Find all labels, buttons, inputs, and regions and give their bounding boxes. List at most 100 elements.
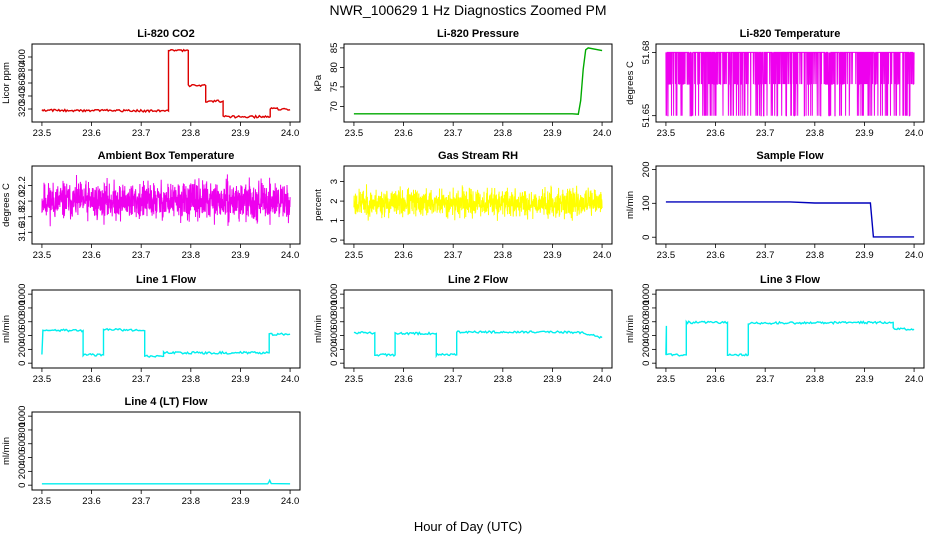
x-tick-label: 23.6 xyxy=(82,128,101,139)
y-axis-label: ml/min xyxy=(1,315,12,343)
data-series-line xyxy=(665,201,915,238)
y-tick-label: 600 xyxy=(329,314,340,330)
x-tick-label: 23.7 xyxy=(132,128,151,139)
x-tick-label: 23.9 xyxy=(231,496,250,507)
y-tick-label: 1 xyxy=(329,218,340,223)
x-tick-label: 23.6 xyxy=(82,374,101,385)
y-tick-label: 600 xyxy=(17,314,28,330)
y-tick-label: 1000 xyxy=(17,406,28,427)
x-tick-label: 23.5 xyxy=(657,374,676,385)
plot-frame xyxy=(655,43,925,123)
y-tick-label: 1000 xyxy=(17,284,28,305)
x-tick-label: 23.6 xyxy=(706,250,725,261)
y-tick-label: 85 xyxy=(329,43,340,54)
panel-title: Gas Stream RH xyxy=(438,150,518,162)
x-tick-label: 23.7 xyxy=(756,128,775,139)
x-tick-label: 23.6 xyxy=(82,250,101,261)
x-tick-label: 23.8 xyxy=(494,374,513,385)
y-tick-label: 200 xyxy=(641,161,652,177)
x-tick-label: 23.8 xyxy=(182,496,201,507)
chart-panel: Gas Stream RH percent 23.5 23.6 23.7 23.8 23.9… xyxy=(313,150,613,261)
x-tick-label: 23.9 xyxy=(543,250,562,261)
data-series-line xyxy=(353,330,603,359)
x-tick-label: 24.0 xyxy=(281,250,300,261)
y-tick-label: 0 xyxy=(329,237,340,242)
x-tick-label: 24.0 xyxy=(281,374,300,385)
x-tick-label: 24.0 xyxy=(281,128,300,139)
y-tick-label: 400 xyxy=(641,328,652,344)
x-tick-label: 23.7 xyxy=(444,128,463,139)
x-tick-label: 23.9 xyxy=(231,128,250,139)
x-tick-label: 24.0 xyxy=(905,374,924,385)
panel-title: Li-820 Temperature xyxy=(740,28,841,40)
x-tick-label: 23.5 xyxy=(657,250,676,261)
x-tick-label: 23.5 xyxy=(33,128,52,139)
x-tick-label: 23.8 xyxy=(806,250,825,261)
x-tick-label: 23.9 xyxy=(231,250,250,261)
x-tick-label: 23.5 xyxy=(33,496,52,507)
y-tick-label: 75 xyxy=(329,82,340,93)
chart-panel: Li-820 Pressure kPa 23.5 23.6 23.7 23.8 23.9 24… xyxy=(313,28,613,139)
y-axis-label: ml/min xyxy=(625,191,636,219)
y-tick-label: 1000 xyxy=(329,284,340,305)
y-axis-label: kPa xyxy=(313,74,324,91)
data-series-line xyxy=(353,184,603,221)
x-tick-label: 23.6 xyxy=(394,374,413,385)
x-tick-label: 23.9 xyxy=(543,374,562,385)
x-tick-label: 24.0 xyxy=(281,496,300,507)
chart-panel: Line 1 Flow ml/min 23.5 23.6 23.7 23.8 23.9 24.… xyxy=(1,274,301,385)
y-tick-label: 32.2 xyxy=(17,176,28,195)
plot-frame xyxy=(655,165,925,245)
x-tick-label: 23.6 xyxy=(394,128,413,139)
main-title: NWR_100629 1 Hz Diagnostics Zoomed PM xyxy=(329,2,606,18)
panel-title: Ambient Box Temperature xyxy=(98,150,235,162)
x-tick-label: 23.9 xyxy=(855,250,874,261)
y-tick-label: 800 xyxy=(329,300,340,316)
x-tick-label: 23.8 xyxy=(806,128,825,139)
y-axis-label: ml/min xyxy=(625,315,636,343)
x-tick-label: 23.7 xyxy=(132,374,151,385)
y-tick-label: 600 xyxy=(17,436,28,452)
x-tick-label: 24.0 xyxy=(593,128,612,139)
x-tick-label: 24.0 xyxy=(905,128,924,139)
y-tick-label: 340 xyxy=(17,88,28,104)
y-axis-label: degrees C xyxy=(1,183,12,227)
x-tick-label: 23.5 xyxy=(345,250,364,261)
panel-title: Line 3 Flow xyxy=(760,274,820,286)
x-tick-label: 23.8 xyxy=(494,128,513,139)
y-tick-label: 70 xyxy=(329,101,340,112)
x-tick-label: 23.8 xyxy=(182,374,201,385)
y-axis-label: ml/min xyxy=(313,315,324,343)
plot-frame xyxy=(655,289,925,369)
chart-panel: Li-820 CO2 Licor ppm 23.5 23.6 23.7 23.8 23.9 2… xyxy=(1,28,301,139)
chart-panel: Line 3 Flow ml/min 23.5 23.6 23.7 23.8 23.9 24.… xyxy=(625,274,925,385)
panel-title: Line 1 Flow xyxy=(136,274,196,286)
x-tick-label: 23.8 xyxy=(806,374,825,385)
x-tick-label: 24.0 xyxy=(593,250,612,261)
y-tick-label: 0 xyxy=(17,483,28,488)
x-tick-label: 23.9 xyxy=(855,128,874,139)
y-tick-label: 0 xyxy=(17,361,28,366)
y-tick-label: 320 xyxy=(17,101,28,117)
x-tick-label: 23.9 xyxy=(855,374,874,385)
y-tick-label: 800 xyxy=(641,300,652,316)
data-series-line xyxy=(665,319,915,357)
plot-frame xyxy=(343,43,613,123)
panel-title: Line 4 (LT) Flow xyxy=(125,396,208,408)
y-tick-label: 31.8 xyxy=(17,207,28,226)
plot-frame xyxy=(31,289,301,369)
y-tick-label: 1000 xyxy=(641,284,652,305)
x-tick-label: 23.5 xyxy=(657,128,676,139)
y-tick-label: 80 xyxy=(329,62,340,73)
y-tick-label: 200 xyxy=(329,341,340,357)
y-tick-label: 0 xyxy=(641,235,652,240)
y-tick-label: 400 xyxy=(329,328,340,344)
x-tick-label: 23.5 xyxy=(345,128,364,139)
x-tick-label: 23.7 xyxy=(756,250,775,261)
panel-title: Li-820 Pressure xyxy=(437,28,519,40)
plot-frame xyxy=(31,411,301,491)
plot-frame xyxy=(31,43,301,123)
y-tick-label: 400 xyxy=(17,328,28,344)
x-tick-label: 23.9 xyxy=(543,128,562,139)
